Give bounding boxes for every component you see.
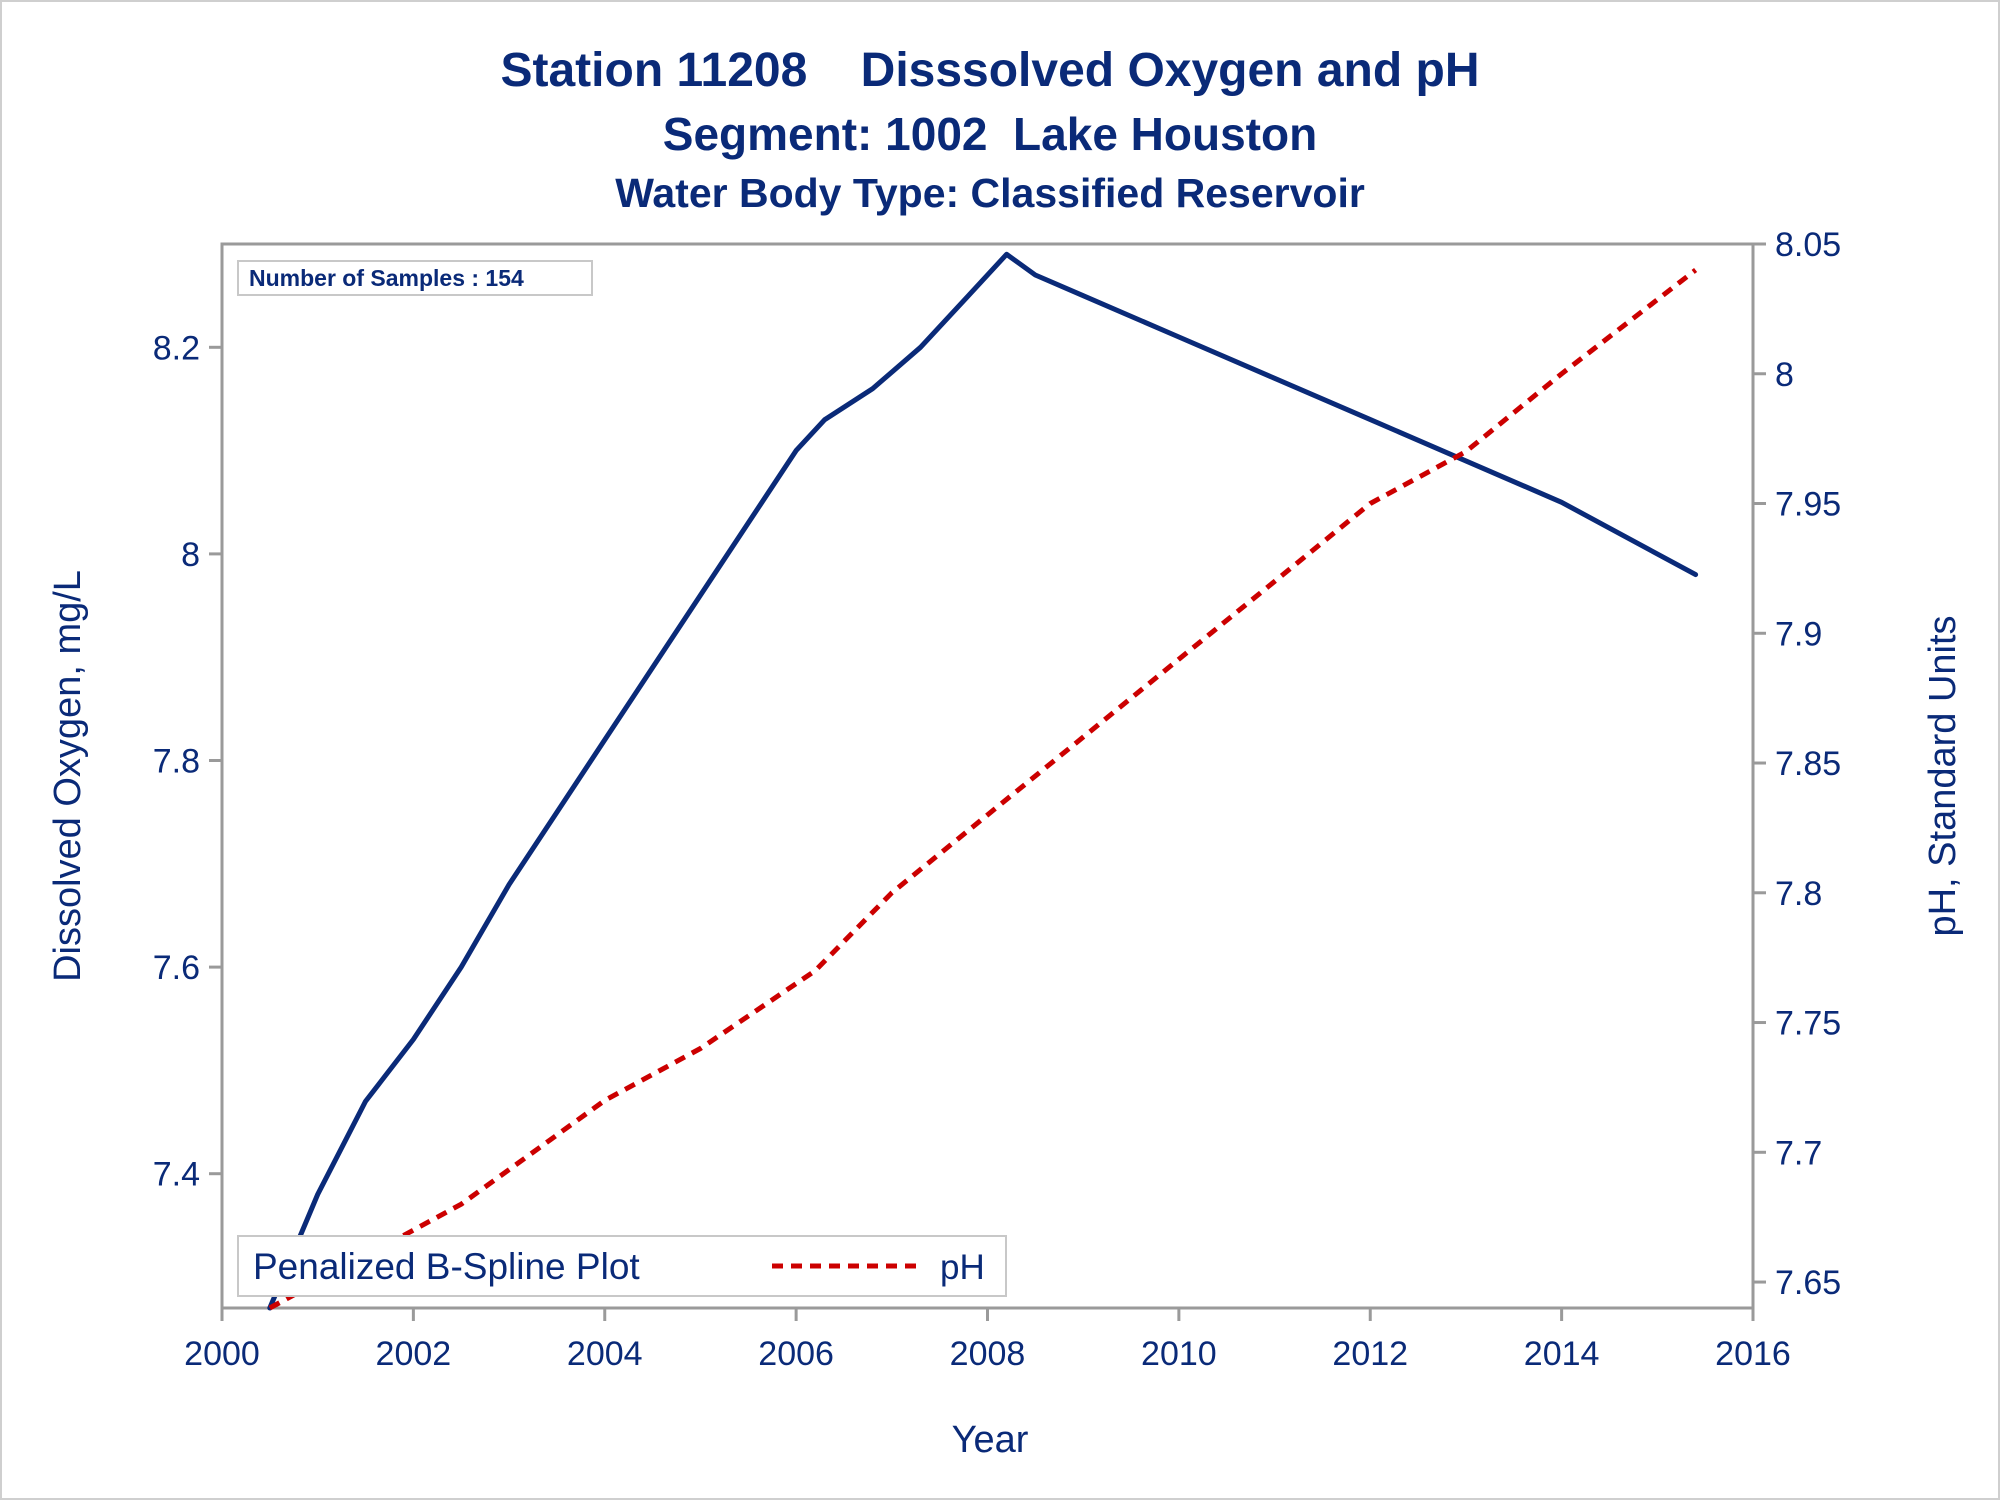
y-axis-right: 7.65 7.7 7.75 7.8 7.85 7.9 7.95 8 8.05 [1753, 226, 1841, 1302]
y2-axis-label: pH, Standard Units [1922, 615, 1964, 936]
x-tick-label: 2008 [950, 1335, 1026, 1373]
y2-tick-label: 7.85 [1775, 745, 1841, 783]
y-axis-label: Dissolved Oxygen, mg/L [47, 570, 89, 982]
y2-tick-label: 7.65 [1775, 1264, 1841, 1302]
sample-count-box: Number of Samples : 154 [237, 260, 593, 296]
legend-label-ph: pH [940, 1248, 985, 1287]
x-tick-label: 2012 [1332, 1335, 1408, 1373]
chart-title: Station 11208 Disssolved Oxygen and pH [500, 44, 1479, 97]
sample-count-label: Number of Samples : 154 [249, 265, 524, 291]
x-tick-label: 2002 [376, 1335, 452, 1373]
x-tick-label: 2004 [567, 1335, 643, 1373]
legend-title: Penalized B-Spline Plot [253, 1246, 640, 1287]
y-tick-label: 7.8 [153, 743, 200, 781]
series-line-ph [268, 268, 1698, 1311]
y2-tick-label: 7.9 [1775, 615, 1822, 653]
chart-subtitle-2: Water Body Type: Classified Reservoir [615, 170, 1365, 216]
x-tick-label: 2006 [758, 1335, 834, 1373]
y2-tick-label: 7.95 [1775, 486, 1841, 524]
x-axis-label: Year [952, 1419, 1029, 1461]
y-tick-label: 8.2 [153, 329, 200, 367]
y2-tick-label: 7.75 [1775, 1005, 1841, 1043]
plot-area [220, 242, 1755, 1310]
x-tick-label: 2010 [1141, 1335, 1217, 1373]
y2-tick-label: 7.8 [1775, 875, 1822, 913]
series-line-dissolved-oxygen [267, 251, 1699, 1311]
y2-tick-label: 8.05 [1775, 226, 1841, 264]
x-tick-label: 2000 [184, 1335, 260, 1373]
legend: Penalized B-Spline Plot pH [237, 1235, 1007, 1297]
sample-count-frame [237, 260, 593, 296]
y2-tick-label: 8 [1775, 356, 1794, 394]
y2-tick-label: 7.7 [1775, 1134, 1822, 1172]
chart-subtitle: Segment: 1002 Lake Houston [663, 108, 1317, 160]
y-tick-label: 7.4 [153, 1156, 200, 1194]
y-tick-label: 7.6 [153, 949, 200, 987]
y-axis-left: 7.4 7.6 7.8 8 8.2 [153, 329, 222, 1194]
y-tick-label: 8 [181, 536, 200, 574]
x-tick-label: 2014 [1524, 1335, 1600, 1373]
series-layer [267, 251, 1699, 1311]
x-axis: 2000 2002 2004 2006 2008 2010 2012 2014 2016 [184, 1308, 1791, 1373]
x-tick-label: 2016 [1715, 1335, 1791, 1373]
